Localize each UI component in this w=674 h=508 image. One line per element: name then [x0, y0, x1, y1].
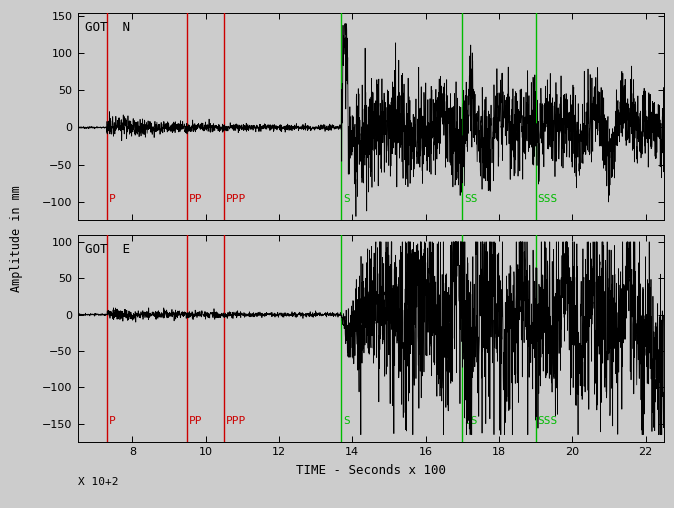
Text: GOT  E: GOT E	[85, 243, 130, 256]
Text: S: S	[343, 194, 350, 204]
X-axis label: TIME - Seconds x 100: TIME - Seconds x 100	[296, 464, 446, 477]
Text: SS: SS	[464, 416, 478, 426]
Text: GOT  N: GOT N	[85, 21, 130, 34]
Text: SS: SS	[464, 194, 478, 204]
Text: P: P	[109, 416, 115, 426]
Text: Amplitude in mm: Amplitude in mm	[10, 185, 24, 292]
Text: P: P	[109, 194, 115, 204]
Text: PP: PP	[189, 194, 203, 204]
Text: X 10+2: X 10+2	[78, 477, 118, 487]
Text: S: S	[343, 416, 350, 426]
Text: SSS: SSS	[537, 194, 557, 204]
Text: PP: PP	[189, 416, 203, 426]
Text: PPP: PPP	[226, 416, 246, 426]
Text: SSS: SSS	[537, 416, 557, 426]
Text: PPP: PPP	[226, 194, 246, 204]
